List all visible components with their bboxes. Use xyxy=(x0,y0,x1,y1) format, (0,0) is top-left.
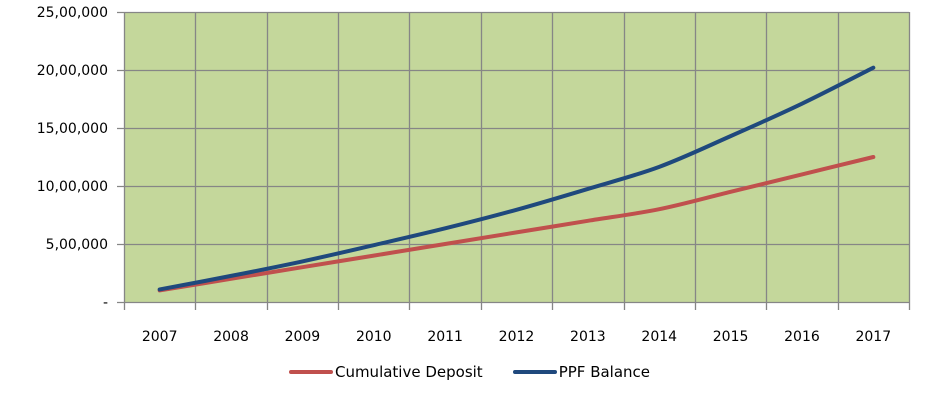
legend-swatch-blue xyxy=(512,370,557,374)
x-axis: 2007 2008 2009 2010 2011 2012 2013 2014 2015 2016… xyxy=(142,329,891,345)
legend-label: PPF Balance xyxy=(558,363,651,381)
series-lines xyxy=(157,65,876,293)
x-tick-label: 2014 xyxy=(641,329,677,345)
legend-item-ppf-balance: PPF Balance xyxy=(512,363,651,381)
gridlines xyxy=(117,11,911,310)
series-line xyxy=(157,65,876,292)
legend-label: Cumulative Deposit xyxy=(334,363,483,381)
y-tick-label: 15,00,000 xyxy=(37,121,108,137)
series-line xyxy=(157,155,876,293)
y-tick-label: - xyxy=(103,295,108,311)
line-chart: - 5,00,000 10,00,000 15,00,000 20,00,000 25,0… xyxy=(37,5,911,345)
x-tick-label: 2009 xyxy=(285,329,321,345)
x-tick-label: 2007 xyxy=(142,329,178,345)
x-tick-label: 2017 xyxy=(855,329,891,345)
y-tick-label: 5,00,000 xyxy=(46,237,108,253)
plot-area xyxy=(124,12,909,302)
y-tick-label: 25,00,000 xyxy=(37,5,108,21)
x-tick-label: 2010 xyxy=(356,329,392,345)
y-tick-label: 20,00,000 xyxy=(37,63,108,79)
x-tick-label: 2015 xyxy=(713,329,749,345)
x-tick-label: 2011 xyxy=(427,329,463,345)
y-axis: - 5,00,000 10,00,000 15,00,000 20,00,000 25,0… xyxy=(37,5,108,311)
y-tick-label: 10,00,000 xyxy=(37,179,108,195)
legend-item-cumulative-deposit: Cumulative Deposit xyxy=(288,363,483,381)
x-tick-label: 2016 xyxy=(784,329,820,345)
x-tick-label: 2013 xyxy=(570,329,606,345)
x-tick-label: 2008 xyxy=(213,329,249,345)
x-tick-label: 2012 xyxy=(499,329,535,345)
legend: Cumulative Deposit PPF Balance xyxy=(0,354,939,390)
legend-swatch-red xyxy=(288,370,333,374)
